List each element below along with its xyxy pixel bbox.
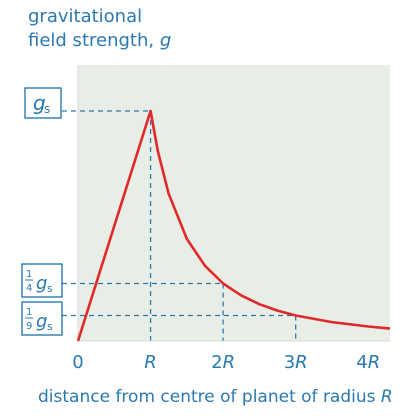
x-tick-label: 2R — [211, 352, 235, 373]
x-tick-label: 4R — [356, 352, 380, 373]
y-axis-title-line1: gravitational — [28, 6, 142, 27]
x-tick-labels: 0 R 2R 3R 4R — [72, 352, 380, 373]
y-tick-quarter-denominator: 4 — [26, 283, 32, 294]
y-tick-gs-subscript: s — [44, 102, 50, 116]
x-tick-label: 0 — [72, 352, 83, 373]
plot-area — [78, 65, 390, 341]
series-layer — [76, 109, 391, 342]
y-axis-title-line2: field strength, g — [28, 30, 171, 51]
y-tick-ninth-denominator: 9 — [26, 321, 32, 332]
x-tick-label: R — [144, 352, 157, 373]
x-tick-label: 3R — [284, 352, 308, 373]
reference-lines — [62, 110, 297, 341]
y-tick-label-ninth-gs: 1 9 g s — [21, 301, 63, 336]
x-axis-title-var: R — [381, 387, 393, 407]
y-tick-quarter-symbol: g — [36, 273, 47, 294]
series-line-0 — [76, 109, 391, 342]
y-tick-gs-symbol: g — [33, 91, 46, 115]
y-tick-quarter-subscript: s — [47, 282, 53, 295]
y-tick-label-quarter-gs: 1 4 g s — [21, 263, 63, 298]
y-tick-ninth-numerator: 1 — [26, 307, 32, 318]
x-axis-title-text: distance from centre of planet of radius — [38, 387, 381, 407]
y-tick-ninth-subscript: s — [47, 320, 53, 333]
axes — [77, 65, 390, 342]
y-tick-ninth-symbol: g — [36, 311, 47, 332]
y-tick-label-gs: g s — [24, 87, 62, 119]
y-tick-quarter-numerator: 1 — [26, 269, 32, 280]
y-axis-title-text: field strength, — [28, 30, 160, 51]
x-axis-title: distance from centre of planet of radius… — [38, 387, 393, 407]
y-axis-title-var: g — [160, 30, 171, 51]
